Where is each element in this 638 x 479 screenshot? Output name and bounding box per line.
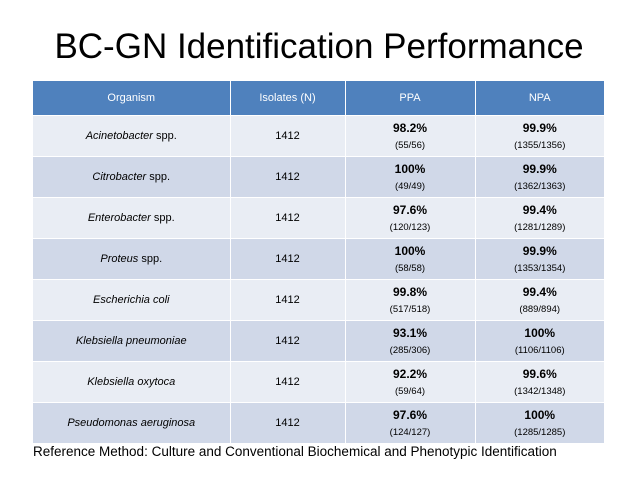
organism-suffix: spp. — [146, 171, 171, 183]
table-row: Acinetobacter spp. 1412 98.2% (55/56) 99.… — [33, 115, 604, 157]
organism-name: Klebsiella pneumoniae — [75, 335, 187, 347]
slide-title: BC-GN Identification Performance — [54, 27, 584, 66]
ppa-count: (124/127) — [389, 426, 431, 438]
isolates-cell: 1412 — [230, 238, 346, 280]
organism-suffix: spp. — [150, 212, 175, 224]
organism-name: Acinetobacter — [85, 130, 153, 142]
npa-count: (1355/1356) — [514, 139, 566, 151]
npa-count: (1106/1106) — [514, 344, 565, 356]
ppa-cell: 93.1% (285/306) — [345, 320, 476, 362]
organism-name: Citrobacter — [92, 171, 147, 183]
table-row: Klebsiella pneumoniae 1412 93.1% (285/306… — [33, 320, 604, 362]
npa-value: 99.6% — [522, 366, 557, 381]
organism-name: Enterobacter — [87, 212, 151, 224]
organism-name: Pseudomonas aeruginosa — [67, 417, 196, 429]
npa-count: (1353/1354) — [514, 262, 566, 274]
ppa-value: 99.8% — [392, 284, 428, 299]
npa-count: (889/894) — [519, 303, 561, 315]
ppa-value: 93.1% — [392, 325, 428, 340]
isolates-cell: 1412 — [230, 402, 346, 443]
npa-cell: 99.9% (1355/1356) — [475, 115, 604, 157]
ppa-count: (59/64) — [394, 385, 426, 397]
ppa-cell: 97.6% (124/127) — [345, 402, 476, 443]
organism-cell: Pseudomonas aeruginosa — [33, 402, 231, 443]
npa-value: 99.9% — [522, 243, 557, 258]
table-row: Escherichia coli 1412 99.8% (517/518) 99.… — [33, 279, 604, 321]
npa-count: (1285/1285) — [514, 426, 566, 438]
organism-cell: Klebsiella oxytoca — [33, 361, 231, 403]
ppa-cell: 99.8% (517/518) — [345, 279, 476, 321]
organism-cell: Acinetobacter spp. — [33, 115, 231, 157]
organism-cell: Citrobacter spp. — [33, 156, 231, 198]
isolates-cell: 1412 — [230, 320, 346, 362]
npa-count: (1281/1289) — [514, 221, 566, 233]
npa-value: 100% — [524, 325, 556, 340]
npa-cell: 99.4% (889/894) — [475, 279, 604, 321]
ppa-count: (285/306) — [389, 344, 431, 356]
ppa-value: 97.6% — [392, 407, 428, 422]
organism-name: Escherichia coli — [93, 294, 170, 306]
ppa-value: 100% — [394, 161, 426, 176]
performance-table: Organism Isolates (N) PPA NPA Acinetobac… — [33, 81, 604, 443]
ppa-cell: 97.6% (120/123) — [345, 197, 476, 239]
organism-suffix: spp. — [152, 130, 177, 142]
table-row: Proteus spp. 1412 100% (58/58) 99.9% (1353… — [33, 238, 604, 280]
npa-value: 99.4% — [522, 284, 557, 299]
organism-cell: Enterobacter spp. — [33, 197, 231, 239]
header-ppa: PPA — [345, 81, 476, 116]
ppa-value: 92.2% — [392, 366, 428, 381]
organism-name: Klebsiella oxytoca — [87, 376, 176, 388]
npa-count: (1342/1348) — [514, 385, 566, 397]
npa-cell: 100% (1285/1285) — [475, 402, 604, 443]
organism-suffix: spp. — [138, 253, 163, 265]
isolates-cell: 1412 — [230, 361, 346, 403]
isolates-cell: 1412 — [230, 279, 346, 321]
ppa-count: (58/58) — [394, 262, 426, 274]
npa-cell: 99.6% (1342/1348) — [475, 361, 604, 403]
header-isolates: Isolates (N) — [230, 81, 346, 116]
npa-value: 100% — [524, 407, 556, 422]
npa-cell: 99.9% (1353/1354) — [475, 238, 604, 280]
isolates-cell: 1412 — [230, 197, 346, 239]
table-row: Enterobacter spp. 1412 97.6% (120/123) 99… — [33, 197, 604, 239]
npa-cell: 99.4% (1281/1289) — [475, 197, 604, 239]
ppa-count: (517/518) — [389, 303, 431, 315]
header-organism: Organism — [33, 81, 231, 116]
ppa-count: (120/123) — [389, 221, 431, 233]
table-row: Klebsiella oxytoca 1412 92.2% (59/64) 99.… — [33, 361, 604, 403]
ppa-cell: 100% (58/58) — [345, 238, 476, 280]
header-npa: NPA — [475, 81, 604, 116]
npa-value: 99.4% — [522, 202, 557, 217]
organism-cell: Escherichia coli — [33, 279, 231, 321]
npa-value: 99.9% — [522, 161, 557, 176]
ppa-cell: 100% (49/49) — [345, 156, 476, 198]
table-row: Citrobacter spp. 1412 100% (49/49) 99.9% (… — [33, 156, 604, 198]
ppa-cell: 92.2% (59/64) — [345, 361, 476, 403]
npa-cell: 100% (1106/1106) — [475, 320, 604, 362]
ppa-cell: 98.2% (55/56) — [345, 115, 476, 157]
ppa-value: 100% — [394, 243, 426, 258]
table-header-row: Organism Isolates (N) PPA NPA — [33, 81, 604, 116]
npa-count: (1362/1363) — [514, 180, 566, 192]
ppa-count: (55/56) — [394, 139, 426, 151]
ppa-count: (49/49) — [394, 180, 426, 192]
organism-name: Proteus — [100, 253, 139, 265]
npa-cell: 99.9% (1362/1363) — [475, 156, 604, 198]
isolates-cell: 1412 — [230, 115, 346, 157]
ppa-value: 98.2% — [392, 120, 428, 135]
reference-method-note: Reference Method: Culture and Convention… — [33, 444, 557, 459]
npa-value: 99.9% — [522, 120, 557, 135]
table-row: Pseudomonas aeruginosa 1412 97.6% (124/12… — [33, 402, 604, 443]
isolates-cell: 1412 — [230, 156, 346, 198]
organism-cell: Klebsiella pneumoniae — [33, 320, 231, 362]
ppa-value: 97.6% — [392, 202, 428, 217]
organism-cell: Proteus spp. — [33, 238, 231, 280]
